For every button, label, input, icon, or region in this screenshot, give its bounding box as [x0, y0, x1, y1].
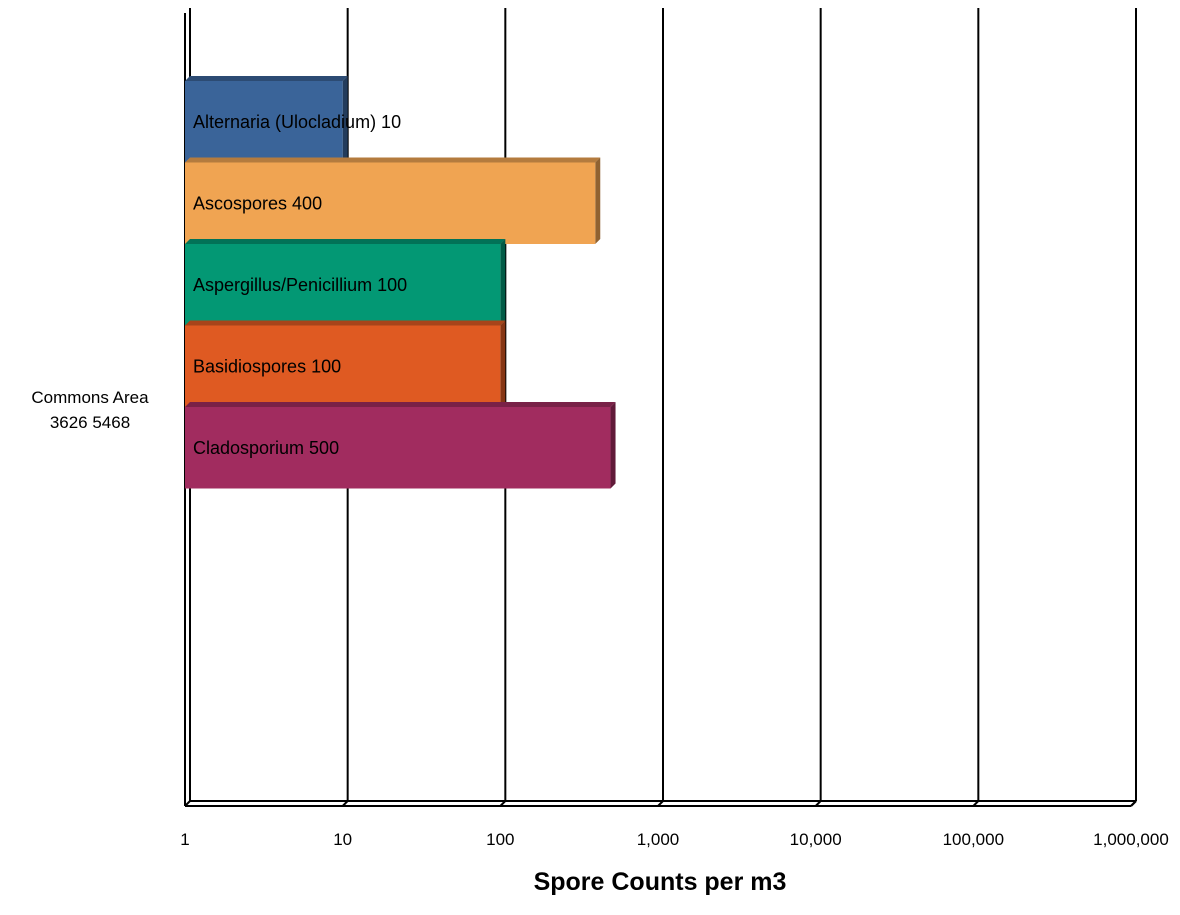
x-tick-label: 100,000 [943, 830, 1004, 849]
x-tick-label: 1,000 [637, 830, 680, 849]
bar-label: Aspergillus/Penicillium 100 [193, 275, 407, 295]
bar-label: Ascospores 400 [193, 193, 322, 213]
bar-label: Basidiospores 100 [193, 356, 341, 376]
x-tick-label: 1 [180, 830, 189, 849]
bar [185, 244, 501, 326]
bar-side-face [500, 320, 506, 407]
bar-label: Alternaria (Ulocladium) 10 [193, 112, 401, 132]
category-label-line-1: Commons Area [31, 388, 149, 407]
x-tick-label: 10 [333, 830, 352, 849]
x-tick-label: 10,000 [790, 830, 842, 849]
bar-top-face [185, 157, 601, 163]
x-axis-title: Spore Counts per m3 [534, 868, 787, 896]
x-tick-label: 1,000,000 [1093, 830, 1169, 849]
bar-top-face [185, 402, 616, 407]
bar-top-face [185, 76, 348, 81]
bar-top-face [185, 320, 506, 326]
bar-top-face [185, 239, 506, 244]
bar [185, 325, 501, 407]
bar [185, 81, 343, 163]
floor-corner [1130, 800, 1137, 807]
bar [185, 407, 611, 489]
bar-side-face [595, 157, 601, 244]
bar-side-face [342, 76, 348, 163]
bar-group: Alternaria (Ulocladium) 10 Ascospores 400… [185, 76, 616, 489]
bar-label: Cladosporium 500 [193, 438, 339, 458]
x-tick-label: 100 [486, 830, 514, 849]
bar [185, 162, 596, 244]
x-axis-ticks: 1 10 100 1,000 10,000 100,000 1,000,000 [180, 830, 1169, 849]
bar-side-face [500, 239, 506, 326]
bar-side-face [610, 402, 616, 489]
category-label-line-2: 3626 5468 [50, 413, 130, 432]
